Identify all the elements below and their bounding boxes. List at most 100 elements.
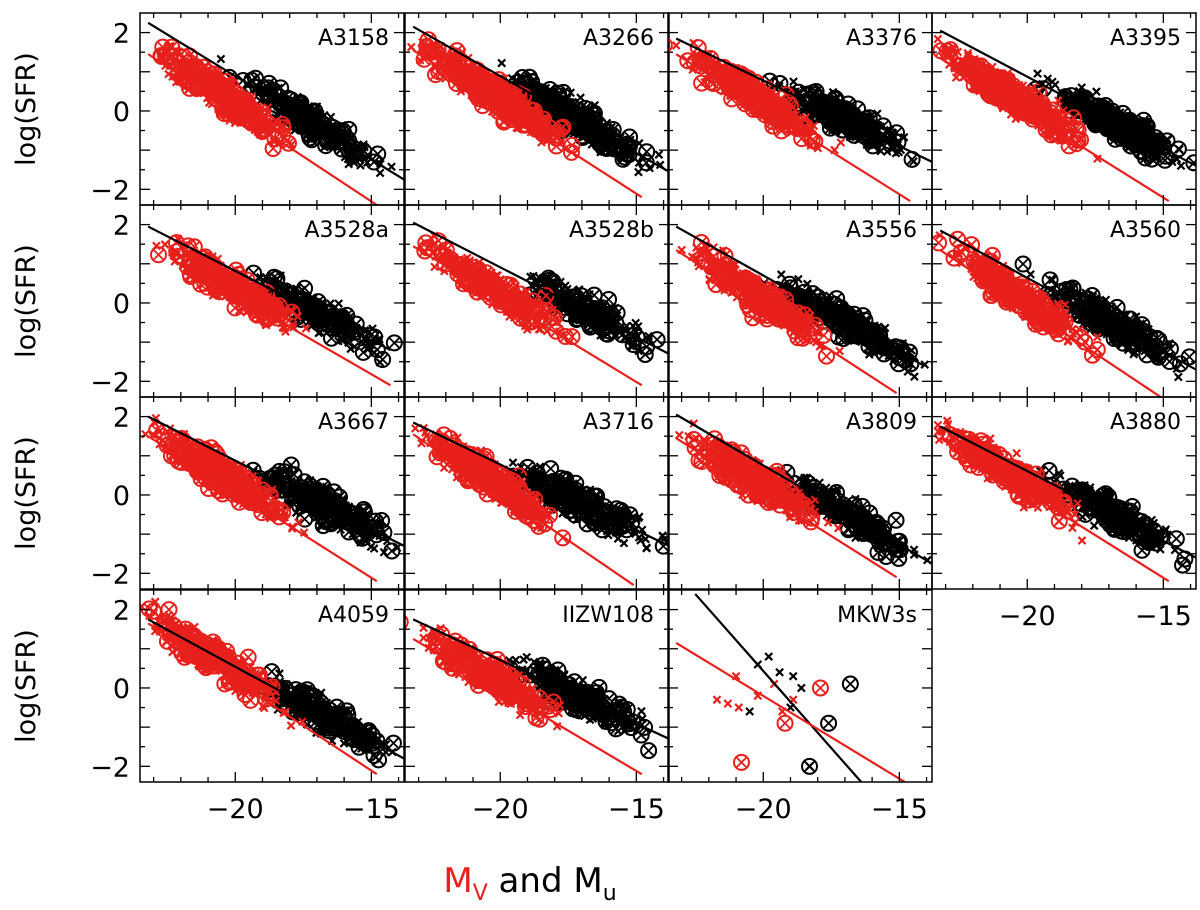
mu-point (348, 150, 358, 160)
mu-point (894, 147, 904, 157)
mu-point (574, 285, 584, 294)
mv-point (251, 113, 261, 123)
y-tick-label: 0 (113, 97, 130, 128)
mu-point (846, 128, 855, 138)
mu-circle-cross (623, 131, 636, 143)
panel-A3376-points (668, 37, 932, 203)
mv-point (766, 89, 776, 99)
mv-point (513, 110, 522, 120)
panel-A3266-points (406, 25, 669, 199)
mv-circle-cross (206, 263, 218, 276)
mv-point (293, 312, 303, 321)
panel-title: A3266 (583, 26, 654, 51)
mv-point (220, 278, 230, 288)
mv-circle (534, 125, 552, 143)
mv-circle (427, 66, 445, 84)
mv-point (261, 319, 271, 329)
mv-circle-cross (518, 107, 530, 119)
mu-point (1112, 105, 1122, 115)
mu-point (631, 318, 641, 328)
mu-point (1120, 113, 1130, 123)
mv-point (207, 99, 217, 109)
mu-point (1033, 69, 1042, 79)
mu-point (1147, 132, 1157, 142)
mu-point (628, 341, 638, 351)
mu-circle-cross (1188, 157, 1196, 169)
mu-point (311, 133, 321, 142)
mv-circle (1011, 100, 1029, 118)
mu-point (634, 158, 644, 168)
mv-circle (458, 63, 476, 81)
mu-circle-cross (877, 120, 889, 132)
mu-point (497, 58, 507, 68)
mu-point (290, 125, 300, 135)
y-tick-label: 0 (113, 289, 130, 320)
mu-point (909, 157, 918, 166)
mv-circle (185, 261, 203, 279)
mv-circle-cross (429, 68, 442, 81)
mu-point (585, 289, 594, 299)
mu-point (375, 357, 385, 367)
fit-line-mv (412, 49, 643, 199)
mu-circle-cross (641, 146, 653, 158)
mv-point (432, 52, 442, 61)
mu-point (620, 333, 629, 343)
mu-circle (365, 153, 383, 171)
mv-circle-cross (1019, 89, 1031, 101)
mv-circle (150, 246, 168, 264)
panel-title: A3395 (1110, 26, 1181, 51)
mv-point (202, 78, 212, 88)
mu-point (375, 168, 385, 178)
mv-circle-cross (282, 137, 295, 149)
mv-circle-cross (1026, 100, 1038, 112)
mu-circle-cross (271, 272, 283, 285)
mu-circle-cross (674, 366, 684, 376)
mv-point (468, 77, 478, 86)
panel-A3395: A3395 (931, 12, 1197, 206)
mu-circle-cross (523, 71, 536, 83)
mu-circle-cross (1172, 143, 1185, 155)
mu-circle-cross (863, 112, 875, 124)
fit-line-mv (675, 53, 911, 203)
mv-point (957, 65, 967, 74)
mv-point (232, 286, 242, 295)
mv-circle-cross (267, 142, 279, 155)
mu-circle-cross (608, 141, 620, 154)
mu-circle-cross (372, 148, 384, 160)
mv-point (245, 287, 254, 297)
panel-ticks (932, 13, 1196, 205)
mv-circle-cross (218, 88, 231, 100)
fit-line-mu (147, 225, 391, 351)
mu-point (789, 77, 798, 86)
mv-point (1006, 73, 1016, 83)
mv-point (1056, 136, 1066, 146)
mu-circle-cross (582, 309, 595, 322)
mv-circle (215, 85, 233, 103)
mu-point (344, 131, 353, 141)
mv-point (167, 248, 177, 257)
mu-circle (874, 117, 892, 135)
mu-circle-cross (844, 107, 857, 120)
mu-point (534, 273, 544, 282)
mu-circle (374, 351, 392, 369)
mv-point (530, 111, 539, 120)
mu-point (1167, 157, 1177, 167)
mv-circle (1058, 116, 1076, 134)
fit-line-mu (939, 29, 1196, 167)
mu-point (613, 317, 623, 327)
fit-line-mv (147, 53, 378, 205)
mu-point (312, 102, 322, 111)
panel-ticks (405, 13, 669, 205)
mv-point (806, 141, 816, 150)
panel-ticks (140, 205, 404, 397)
mu-circle (620, 146, 638, 164)
mu-point (585, 135, 594, 145)
mu-point (820, 101, 830, 110)
panel-A3528b: A3528b (404, 204, 686, 398)
mu-point (576, 93, 585, 103)
mu-circle (671, 363, 686, 378)
mu-point (369, 348, 379, 357)
mu-circle (334, 122, 352, 140)
panel-A3376: A3376 (667, 12, 933, 206)
